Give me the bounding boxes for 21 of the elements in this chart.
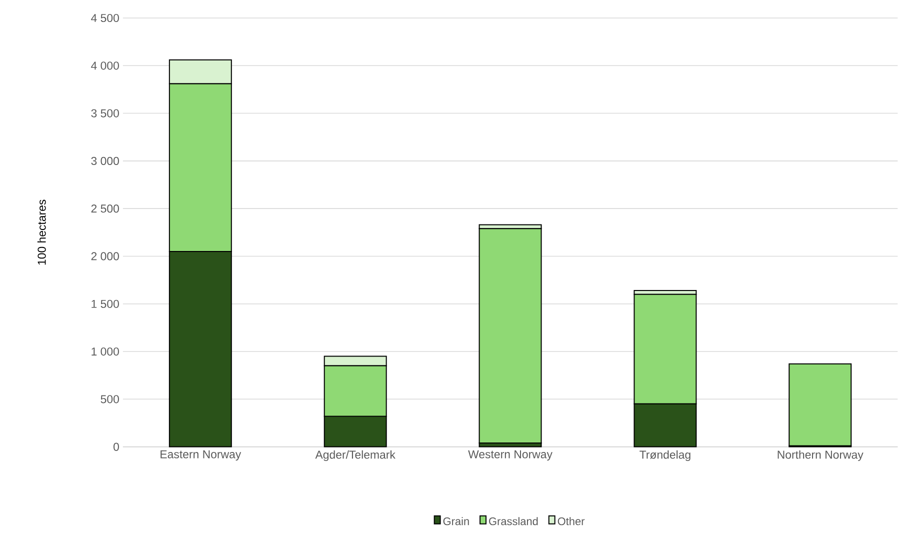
y-tick-label: 1 000 — [92, 348, 119, 356]
legend-label: Grain — [443, 517, 469, 526]
y-tick-label: 4 000 — [91, 62, 119, 70]
bar — [478, 228, 542, 444]
bar — [788, 364, 852, 446]
y-tick-label: 3 000 — [91, 156, 119, 166]
y-tick-label: 1 500 — [92, 300, 119, 308]
y-tick-label: 500 — [100, 395, 119, 404]
x-tick-label: Agder/Telemark — [315, 450, 396, 462]
x-tick-label: Northern Norway — [778, 450, 864, 462]
x-tick-label: Trøndelag — [640, 450, 690, 462]
y-tick-label: 0 — [114, 442, 119, 451]
y-tick-label: 3 500 — [91, 109, 119, 118]
legend-label: Grassland — [489, 517, 538, 526]
y-tick-label: 4 500 — [91, 14, 119, 22]
y-axis-title: 100 hectares — [37, 200, 46, 265]
y-tick-label: 2 000 — [91, 252, 119, 260]
y-tick-label: 2 500 — [91, 204, 119, 213]
x-tick-label: Western Norway — [468, 450, 552, 461]
legend-label: Other — [558, 517, 585, 526]
x-tick-label: Eastern Norway — [160, 450, 242, 461]
